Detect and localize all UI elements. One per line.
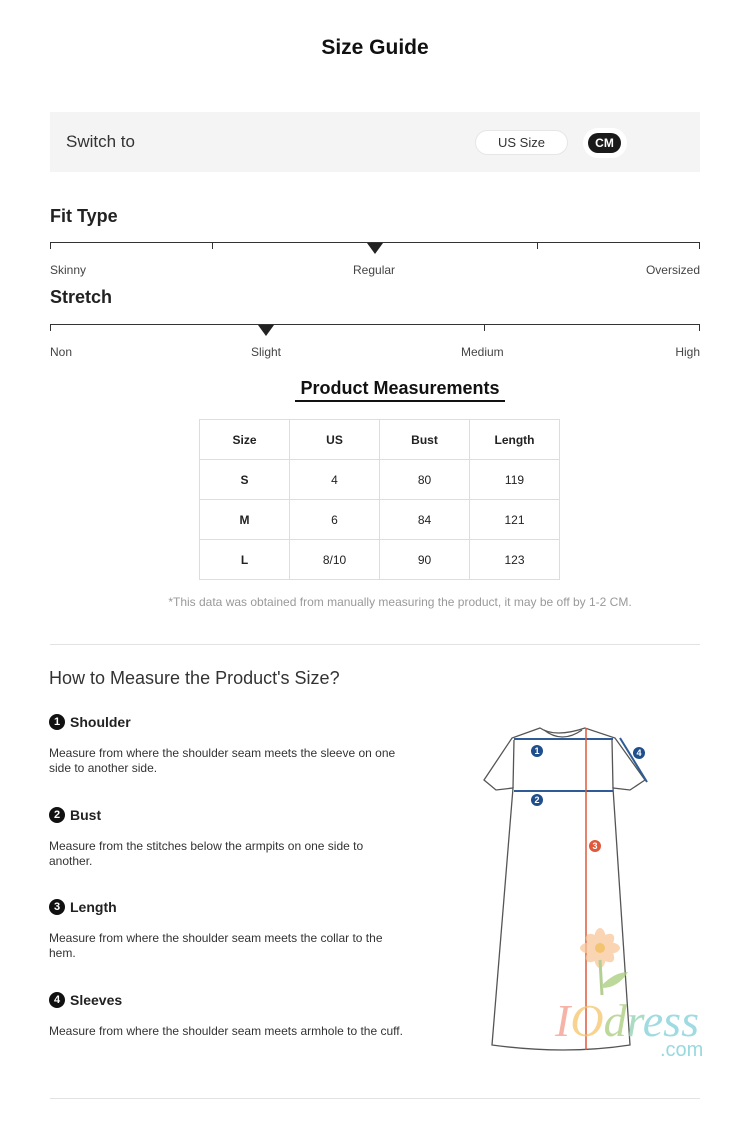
us-size-button[interactable]: US Size	[475, 130, 568, 155]
item-title: Sleeves	[70, 992, 123, 1008]
scale-tick	[50, 324, 51, 331]
table-header-row: Size US Bust Length	[199, 419, 560, 460]
number-1-icon: 1	[49, 714, 65, 730]
stretch-label-high: High	[675, 345, 700, 359]
fit-label-oversized: Oversized	[645, 263, 700, 277]
table-row: L 8/10 90 123	[199, 539, 560, 580]
fit-label-skinny: Skinny	[50, 263, 87, 277]
table-row: M 6 84 121	[199, 499, 560, 540]
scale-tick	[699, 242, 700, 249]
cell: 84	[379, 499, 470, 540]
stretch-heading: Stretch	[50, 287, 113, 307]
marker-1-icon	[531, 745, 543, 757]
number-3-icon: 3	[49, 899, 65, 915]
stretch-label-medium: Medium	[461, 345, 504, 359]
cell: 8/10	[289, 539, 380, 580]
how-to-heading: How to Measure the Product's Size?	[49, 668, 340, 688]
svg-text:2: 2	[534, 795, 539, 805]
marker-2-icon	[531, 794, 543, 806]
cell: L	[199, 539, 290, 580]
stretch-marker	[258, 325, 274, 336]
cm-button-wrap: CM	[583, 128, 627, 158]
item-bust-heading: 2 Bust	[49, 807, 101, 823]
watermark-domain: .com	[660, 1039, 703, 1061]
fit-type-heading: Fit Type	[50, 206, 118, 226]
svg-text:1: 1	[534, 746, 539, 756]
sleeve-line	[619, 737, 648, 783]
cell: 90	[379, 539, 470, 580]
stretch-label-slight: Slight	[251, 345, 282, 359]
cell: 119	[469, 459, 560, 500]
scale-tick	[212, 242, 213, 249]
fit-type-marker	[367, 243, 383, 254]
fit-label-regular: Regular	[353, 263, 396, 277]
page-title: Size Guide	[321, 36, 429, 59]
item-title: Bust	[70, 807, 102, 823]
dress-diagram: 1 2 3 4 IOdress .com	[483, 727, 703, 1061]
measurements-table: Size US Bust Length S 4 80 119 M 6 84 12…	[199, 419, 560, 580]
header-length: Length	[469, 419, 560, 460]
scale-tick	[699, 324, 700, 331]
scale-tick	[537, 242, 538, 249]
item-bust-desc: Measure from the stitches below the armp…	[49, 839, 364, 868]
switch-label: Switch to	[66, 132, 135, 151]
marker-4-icon	[633, 747, 645, 759]
svg-text:4: 4	[636, 748, 641, 758]
svg-text:3: 3	[592, 841, 597, 851]
item-sleeves-heading: 4 Sleeves	[49, 992, 122, 1008]
measurement-note: *This data was obtained from manually me…	[168, 595, 632, 609]
item-shoulder-desc: Measure from where the shoulder seam mee…	[49, 746, 396, 775]
item-length-heading: 3 Length	[49, 899, 117, 915]
dress-outline-icon	[483, 727, 646, 1051]
heading-underline	[295, 400, 505, 402]
iodress-watermark: IOdress	[554, 995, 699, 1046]
item-length-desc: Measure from where the shoulder seam mee…	[49, 931, 383, 960]
header-size: Size	[199, 419, 290, 460]
header-bust: Bust	[379, 419, 470, 460]
divider	[50, 1098, 700, 1099]
number-2-icon: 2	[49, 807, 65, 823]
cell: 121	[469, 499, 560, 540]
cell: 4	[289, 459, 380, 500]
flower-watermark-icon	[580, 928, 628, 996]
item-sleeves-desc: Measure from where the shoulder seam mee…	[49, 1024, 403, 1038]
measurements-heading: Product Measurements	[300, 378, 500, 398]
item-shoulder-heading: 1 Shoulder	[49, 714, 131, 730]
cell: 6	[289, 499, 380, 540]
item-title: Length	[70, 899, 117, 915]
marker-3-icon	[589, 840, 601, 852]
fit-type-scale	[50, 242, 700, 243]
scale-tick	[50, 242, 51, 249]
number-4-icon: 4	[49, 992, 65, 1008]
cell: 80	[379, 459, 470, 500]
header-us: US	[289, 419, 380, 460]
cell: 123	[469, 539, 560, 580]
cell: S	[199, 459, 290, 500]
cell: M	[199, 499, 290, 540]
divider	[50, 644, 700, 645]
cm-button[interactable]: CM	[588, 133, 621, 153]
stretch-scale	[50, 324, 700, 325]
stretch-label-non: Non	[50, 345, 73, 359]
scale-tick	[484, 324, 485, 331]
item-title: Shoulder	[70, 714, 131, 730]
unit-switch-bar: Switch to US Size CM	[50, 112, 700, 172]
table-row: S 4 80 119	[199, 459, 560, 500]
